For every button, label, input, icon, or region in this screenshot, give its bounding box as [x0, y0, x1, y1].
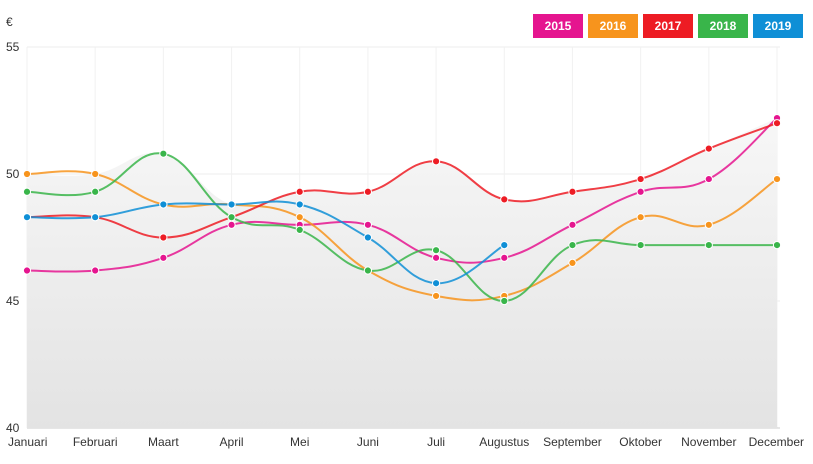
y-tick-45: 45: [6, 294, 20, 308]
point-2019-januari[interactable]: [22, 213, 32, 222]
series-line-2015: [26, 117, 778, 273]
point-2017-september[interactable]: [568, 187, 577, 196]
series-points: [22, 114, 782, 306]
series-line-2017: [26, 122, 778, 239]
legend-label-2018: 2018: [710, 19, 737, 33]
point-2019-mei[interactable]: [295, 200, 304, 209]
point-2015-maart[interactable]: [159, 253, 168, 262]
point-2015-november[interactable]: [704, 174, 713, 184]
legend-swatch-2019: [753, 14, 803, 38]
point-2018-oktober[interactable]: [636, 241, 645, 250]
point-2018-november[interactable]: [704, 241, 713, 250]
x-tick-juli: Juli: [427, 435, 445, 449]
legend-label-2016: 2016: [600, 19, 627, 33]
point-2015-april[interactable]: [227, 220, 236, 229]
point-2017-oktober[interactable]: [636, 174, 645, 184]
area-fill: [27, 118, 777, 429]
x-tick-augustus: Augustus: [479, 435, 529, 449]
area-fill-shape: [27, 118, 777, 429]
point-2019-maart[interactable]: [159, 200, 168, 209]
point-2017-maart[interactable]: [159, 233, 168, 242]
legend-item-2016[interactable]: 2016: [588, 14, 638, 38]
currency-label: €: [6, 15, 13, 29]
point-2017-juni[interactable]: [363, 187, 373, 196]
x-tick-juni: Juni: [357, 435, 379, 449]
point-2015-augustus[interactable]: [500, 253, 509, 262]
point-2019-augustus[interactable]: [500, 241, 509, 250]
legend-item-2019[interactable]: 2019: [753, 14, 803, 38]
legend-swatch-2018: [698, 14, 748, 38]
x-tick-november: November: [681, 435, 736, 449]
legend-item-2018[interactable]: 2018: [698, 14, 748, 38]
x-tick-februari: Februari: [73, 435, 118, 449]
point-2019-februari[interactable]: [91, 213, 100, 222]
point-2016-december[interactable]: [772, 174, 782, 184]
x-tick-mei: Mei: [290, 435, 309, 449]
point-2019-juli[interactable]: [431, 279, 441, 288]
point-2016-januari[interactable]: [22, 169, 32, 179]
point-2016-november[interactable]: [704, 220, 713, 229]
point-2015-september[interactable]: [568, 220, 577, 229]
point-2018-augustus[interactable]: [500, 296, 509, 306]
x-tick-januari: Januari: [8, 435, 47, 449]
x-tick-december: December: [749, 435, 804, 449]
y-tick-55: 55: [6, 40, 20, 54]
legend-label-2015: 2015: [545, 19, 572, 33]
x-tick-oktober: Oktober: [619, 435, 662, 449]
legend-swatch-2015: [533, 14, 583, 38]
point-2016-juli[interactable]: [431, 291, 441, 301]
point-2018-december[interactable]: [772, 241, 782, 250]
legend-item-2017[interactable]: 2017: [643, 14, 693, 38]
point-2018-februari[interactable]: [91, 187, 100, 196]
point-2016-oktober[interactable]: [636, 213, 645, 222]
point-2018-juli[interactable]: [431, 246, 441, 255]
y-tick-50: 50: [6, 167, 20, 181]
legend-item-2015[interactable]: 2015: [533, 14, 583, 38]
point-2016-september[interactable]: [568, 258, 577, 267]
legend-label-2017: 2017: [655, 19, 682, 33]
point-2017-mei[interactable]: [295, 187, 304, 196]
y-tick-40: 40: [6, 421, 20, 435]
legend-swatch-2017: [643, 14, 693, 38]
point-2018-mei[interactable]: [295, 225, 304, 234]
point-2017-juli[interactable]: [431, 157, 441, 166]
point-2018-juni[interactable]: [363, 266, 373, 275]
point-2018-maart[interactable]: [159, 149, 168, 158]
point-2017-augustus[interactable]: [500, 195, 509, 204]
point-2016-februari[interactable]: [91, 169, 100, 179]
y-axis: 55 50 45 40: [6, 40, 20, 435]
x-tick-april: April: [220, 435, 244, 449]
point-2015-juni[interactable]: [363, 220, 373, 229]
point-2015-juli[interactable]: [431, 253, 441, 262]
point-2017-december[interactable]: [772, 119, 782, 128]
point-2016-mei[interactable]: [295, 213, 304, 222]
legend: 2015 2016 2017 2018 2019: [533, 14, 803, 38]
point-2019-april[interactable]: [227, 200, 236, 209]
point-2015-februari[interactable]: [91, 266, 100, 275]
point-2015-januari[interactable]: [22, 266, 32, 275]
legend-label-2019: 2019: [765, 19, 792, 33]
x-tick-maart: Maart: [148, 435, 179, 449]
point-2018-september[interactable]: [568, 241, 577, 250]
x-tick-september: September: [543, 435, 602, 449]
point-2017-november[interactable]: [704, 144, 713, 153]
point-2018-april[interactable]: [227, 213, 236, 222]
legend-swatch-2016: [588, 14, 638, 38]
point-2018-januari[interactable]: [22, 187, 32, 196]
point-2015-oktober[interactable]: [636, 187, 645, 196]
point-2019-juni[interactable]: [363, 233, 373, 242]
x-axis: Januari Februari Maart April Mei Juni Juli Augu…: [8, 435, 804, 449]
